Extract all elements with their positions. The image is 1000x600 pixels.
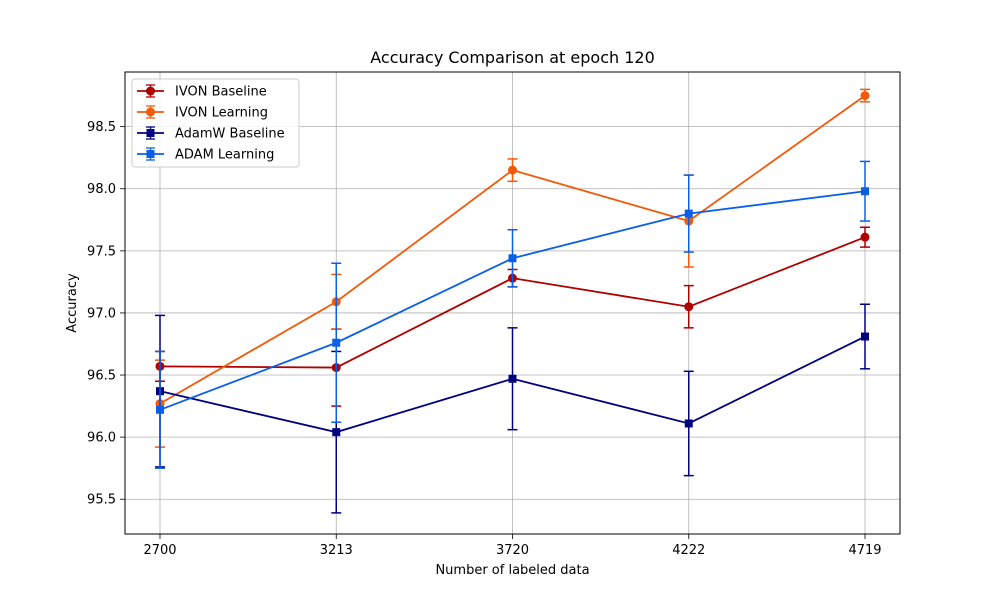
x-tick-label: 3213 — [320, 543, 353, 558]
y-tick-label: 98.0 — [87, 182, 116, 197]
y-tick-label: 96.0 — [87, 431, 116, 446]
data-point — [508, 374, 517, 383]
legend-label: IVON Learning — [175, 106, 268, 121]
data-point — [861, 332, 869, 341]
x-tick-label: 2700 — [143, 543, 176, 558]
x-tick-label: 4719 — [848, 543, 881, 558]
data-point — [332, 338, 341, 347]
legend-label: ADAM Learning — [175, 148, 274, 163]
legend-entry: AdamW Baseline — [137, 126, 285, 142]
y-tick-label: 95.5 — [87, 493, 116, 508]
axes-layer: 2700 3213 3720 4222 4719 95.5 96.0 96.5 97.0 97.5… — [87, 120, 882, 558]
y-tick-label: 96.5 — [87, 369, 116, 384]
series-layer — [155, 88, 870, 514]
x-tick-label: 4222 — [672, 543, 705, 558]
legend-label: AdamW Baseline — [175, 127, 285, 142]
data-point — [508, 254, 517, 263]
series-adam-learning — [155, 160, 870, 469]
legend-marker — [146, 129, 155, 137]
data-point — [860, 91, 870, 101]
y-axis-label: Accuracy — [65, 273, 80, 333]
data-point — [860, 232, 870, 242]
y-tick-label: 97.0 — [87, 306, 116, 321]
data-point — [861, 187, 869, 196]
data-point — [508, 165, 517, 175]
y-tick-label: 98.5 — [87, 120, 116, 135]
data-point — [684, 419, 693, 428]
legend-entry: ADAM Learning — [137, 147, 274, 163]
legend-marker — [146, 86, 155, 96]
legend-entry: IVON Baseline — [137, 84, 267, 100]
data-point — [684, 302, 694, 312]
x-axis-label: Number of labeled data — [435, 563, 589, 578]
data-point — [332, 428, 341, 437]
x-tick-label: 3720 — [496, 543, 529, 558]
data-point — [156, 405, 164, 414]
legend-box — [131, 78, 300, 168]
chart-title: Accuracy Comparison at epoch 120 — [370, 48, 655, 67]
legend-entry: IVON Learning — [137, 105, 268, 121]
data-point — [684, 209, 693, 218]
legend: IVON Baseline IVON Learning AdamW Baseline… — [131, 78, 300, 168]
legend-marker — [146, 150, 155, 158]
legend-marker — [146, 107, 155, 117]
y-tick-label: 97.5 — [87, 244, 116, 259]
legend-label: IVON Baseline — [175, 85, 267, 100]
